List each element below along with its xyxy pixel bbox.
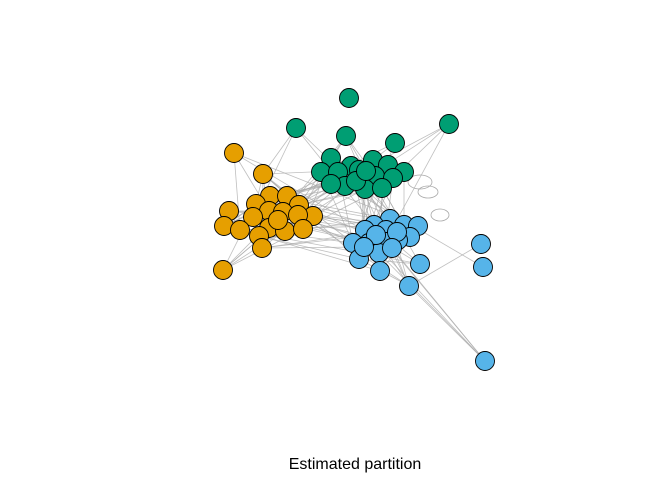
node-blue [475,351,495,371]
node-green [372,178,392,198]
node-orange [230,220,250,240]
node-orange [253,164,273,184]
node-orange [213,260,233,280]
node-orange [224,143,244,163]
node-green [336,126,356,146]
node-green [321,174,341,194]
node-blue [354,237,374,257]
node-blue [473,257,493,277]
graph-edge [391,247,486,362]
graph-edge [233,152,241,231]
node-blue [370,261,390,281]
node-blue [366,225,386,245]
node-blue [382,238,402,258]
node-green [286,118,306,138]
node-orange [252,238,272,258]
graph-edge [408,243,482,287]
graph-edge [368,242,486,362]
self-loop [417,185,439,199]
graph-edge [408,285,486,362]
network-graph [213,88,495,371]
node-orange [243,207,263,227]
node-green [385,133,405,153]
node-blue [410,254,430,274]
node-orange [268,210,288,230]
graph-caption: Estimated partition [288,456,422,473]
node-green [339,88,359,108]
graph-edge [389,259,486,362]
graph-edge [358,258,421,265]
node-orange [293,219,313,239]
node-blue [471,234,491,254]
node-green [439,114,459,134]
node-blue [399,276,419,296]
node-green [356,161,376,181]
self-loop [407,174,433,190]
nodes-layer [213,88,495,371]
self-loop [430,208,450,222]
